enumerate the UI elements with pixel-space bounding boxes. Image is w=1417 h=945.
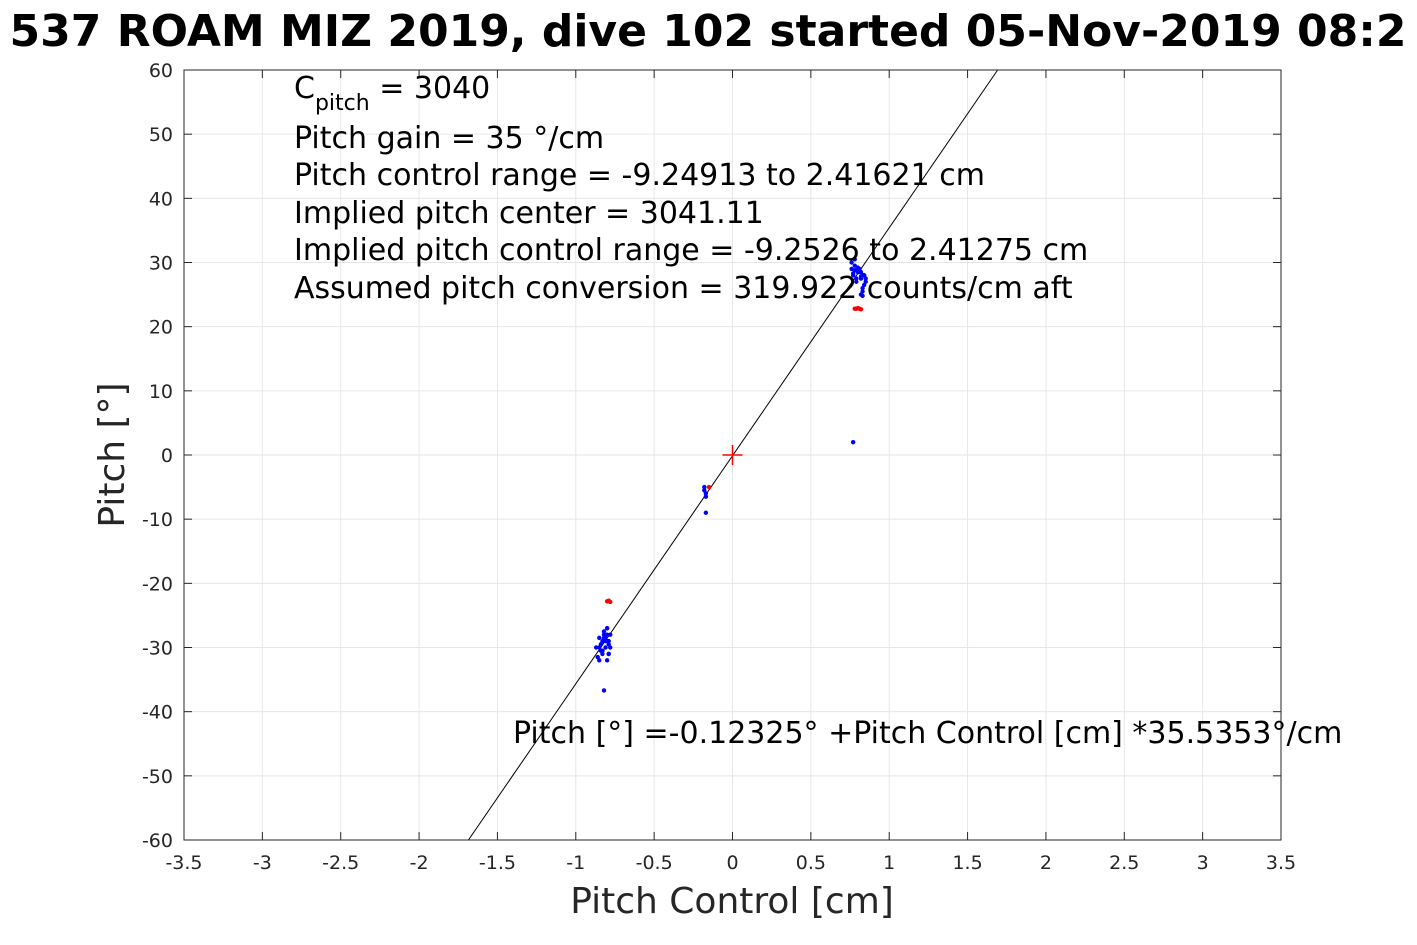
x-tick-label: -3.5 bbox=[165, 852, 202, 874]
x-tick-label: 2.5 bbox=[1109, 852, 1139, 874]
y-tick-label: 0 bbox=[161, 445, 173, 467]
data-point bbox=[606, 638, 611, 644]
pitch-gain-annotation: Pitch gain = 35 °/cm bbox=[294, 121, 604, 156]
data-point bbox=[603, 645, 608, 650]
data-point bbox=[606, 651, 611, 657]
data-point bbox=[702, 488, 707, 493]
data-point bbox=[606, 598, 611, 603]
data-points bbox=[593, 257, 868, 693]
data-point bbox=[604, 632, 610, 637]
y-tick-label: -30 bbox=[142, 638, 173, 660]
data-point bbox=[604, 626, 610, 631]
data-point bbox=[849, 260, 854, 265]
x-tick-label: -1 bbox=[566, 852, 585, 874]
gridlines bbox=[183, 69, 1282, 841]
c-pitch-subscript: pitch bbox=[315, 91, 370, 116]
data-point bbox=[597, 635, 602, 641]
center-marker bbox=[722, 445, 743, 465]
data-point bbox=[702, 484, 707, 490]
data-point bbox=[852, 306, 857, 311]
x-axis-label: Pitch Control [cm] bbox=[570, 881, 894, 922]
data-point bbox=[608, 645, 613, 650]
data-point bbox=[600, 648, 605, 653]
y-tick-label: 60 bbox=[149, 60, 173, 82]
data-point bbox=[857, 268, 862, 274]
data-point bbox=[858, 307, 864, 312]
y-tick-label: 10 bbox=[149, 381, 173, 403]
data-point bbox=[604, 658, 610, 663]
y-tick-label: -10 bbox=[142, 509, 173, 531]
y-tick-label: -60 bbox=[142, 830, 173, 852]
x-tick-label: 3.5 bbox=[1266, 852, 1296, 874]
c-pitch-annotation: Cpitch = 3040 bbox=[294, 71, 490, 116]
x-tick-label: 0 bbox=[726, 852, 738, 874]
data-point bbox=[593, 645, 599, 650]
x-tick-label: 0.5 bbox=[796, 852, 826, 874]
fit-equation-label: Pitch [°] =-0.12325° +Pitch Control [cm]… bbox=[513, 716, 1342, 751]
y-tick-label: -50 bbox=[142, 766, 173, 788]
data-point bbox=[852, 257, 857, 262]
c-pitch-symbol: C bbox=[294, 71, 315, 106]
data-point bbox=[703, 510, 709, 515]
data-point bbox=[850, 439, 856, 445]
c-pitch-value: = 3040 bbox=[370, 71, 491, 106]
data-point bbox=[860, 293, 865, 299]
x-tick-label: 1 bbox=[883, 852, 895, 874]
implied-pitch-center-annotation: Implied pitch center = 3041.11 bbox=[294, 196, 764, 231]
y-tick-label: -40 bbox=[142, 702, 173, 724]
x-tick-label: 1.5 bbox=[952, 852, 982, 874]
data-point bbox=[854, 276, 859, 281]
y-tick-label: 20 bbox=[149, 317, 173, 339]
data-point bbox=[861, 273, 867, 278]
implied-pitch-control-range-annotation: Implied pitch control range = -9.2526 to… bbox=[294, 233, 1088, 268]
data-point bbox=[601, 688, 607, 693]
data-point bbox=[598, 642, 604, 647]
x-tick-label: -2 bbox=[410, 852, 429, 874]
x-axis-ticks: -3.5 -3 -2.5 -2 -1.5 -1 -0.5 0 0.5 1 1.5 2 2.5 3 3.5 bbox=[165, 70, 1296, 874]
y-tick-label: -20 bbox=[142, 573, 173, 595]
x-tick-label: -3 bbox=[253, 852, 272, 874]
data-point bbox=[603, 638, 608, 644]
x-tick-label: 3 bbox=[1197, 852, 1209, 874]
pitch-control-range-annotation: Pitch control range = -9.24913 to 2.4162… bbox=[294, 158, 985, 193]
assumed-pitch-conversion-annotation: Assumed pitch conversion = 319.922 count… bbox=[294, 271, 1073, 306]
x-tick-label: -1.5 bbox=[479, 852, 516, 874]
data-point bbox=[703, 494, 709, 499]
chart-title: 537 ROAM MIZ 2019, dive 102 started 05-N… bbox=[10, 6, 1407, 57]
y-tick-label: 40 bbox=[149, 188, 173, 210]
y-axis-label: Pitch [°] bbox=[92, 382, 133, 527]
y-tick-label: 30 bbox=[149, 253, 173, 275]
y-axis-ticks: 60 50 40 30 20 10 0 -10 -20 -30 -40 -50 -60 bbox=[142, 60, 1281, 852]
data-point bbox=[706, 484, 712, 490]
data-point bbox=[601, 629, 607, 634]
data-point bbox=[854, 279, 859, 284]
data-point bbox=[608, 632, 613, 637]
x-tick-label: -2.5 bbox=[322, 852, 359, 874]
data-point bbox=[597, 658, 602, 663]
y-tick-label: 50 bbox=[149, 124, 173, 146]
data-point bbox=[861, 282, 867, 288]
data-point bbox=[850, 271, 856, 276]
x-tick-label: 2 bbox=[1040, 852, 1052, 874]
x-tick-label: -0.5 bbox=[636, 852, 673, 874]
